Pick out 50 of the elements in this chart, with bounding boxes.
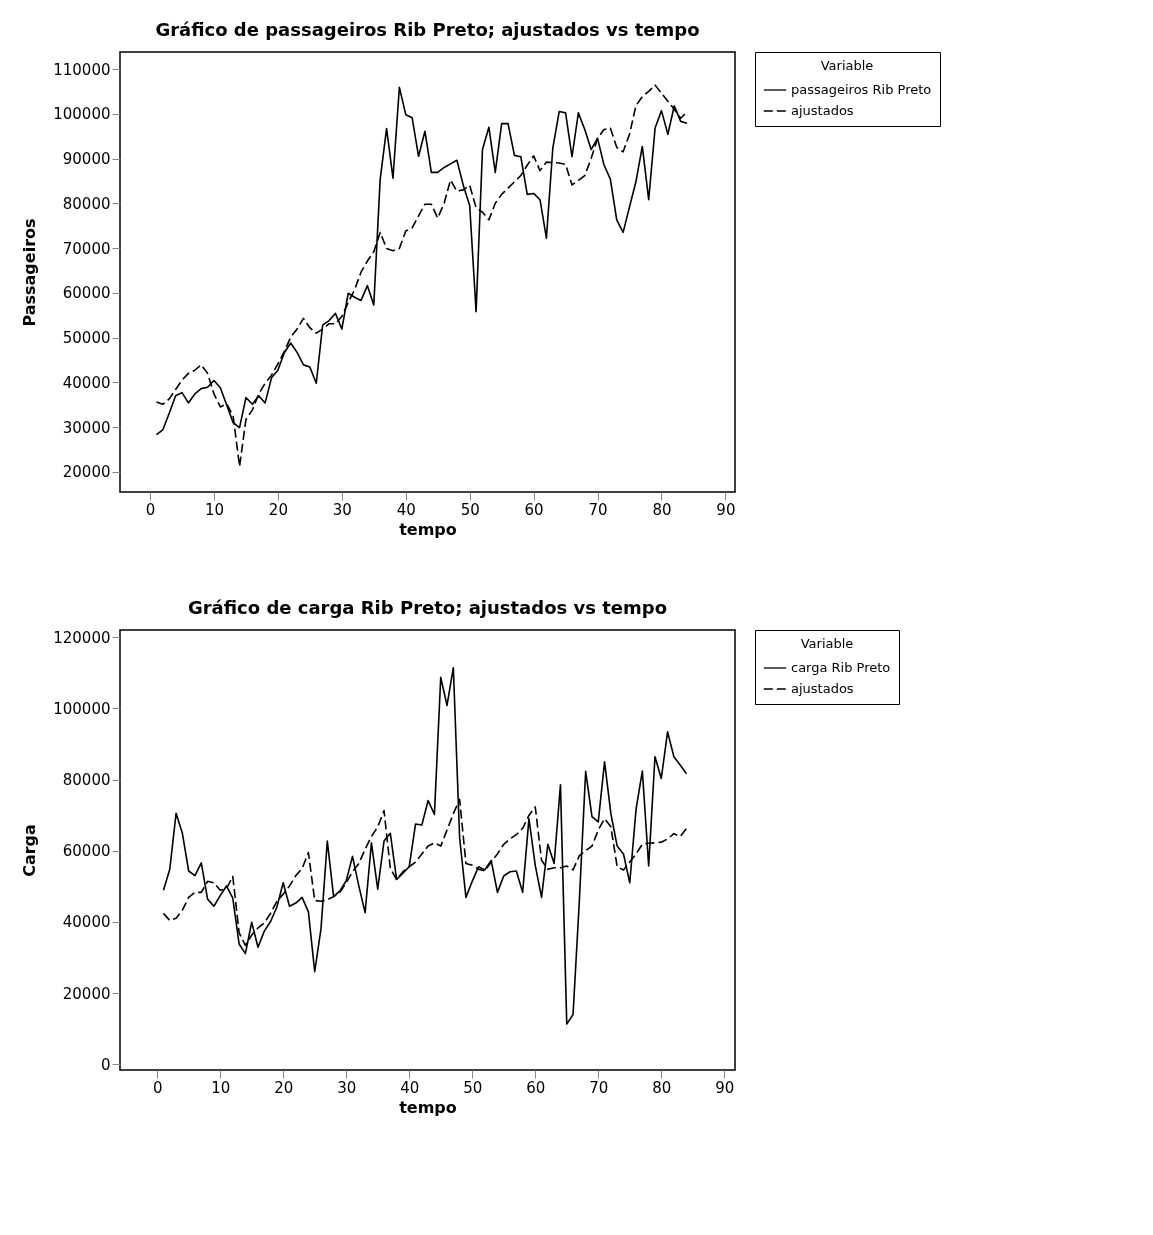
x-tick-label: 70 bbox=[589, 1078, 609, 1097]
y-tick-label: 40000 bbox=[62, 373, 111, 392]
x-tick-label: 10 bbox=[211, 1078, 231, 1097]
x-tick-label: 40 bbox=[396, 500, 416, 519]
y-tick-label: 60000 bbox=[62, 284, 111, 303]
x-tick-label: 50 bbox=[460, 500, 480, 519]
y-tick-label: 100000 bbox=[53, 105, 111, 124]
chart-title: Gráfico de carga Rib Preto; ajustados vs tempo bbox=[187, 596, 668, 618]
legend-title: Variable bbox=[800, 636, 854, 651]
y-tick-label: 80000 bbox=[62, 771, 111, 790]
x-axis-title: tempo bbox=[399, 1097, 457, 1117]
y-tick-label: 40000 bbox=[62, 913, 111, 932]
y-tick-label: 110000 bbox=[53, 60, 111, 79]
y-tick-label: 20000 bbox=[62, 463, 111, 482]
x-tick-label: 80 bbox=[652, 500, 672, 519]
legend-title: Variable bbox=[820, 58, 874, 73]
y-axis-title: Passageiros bbox=[20, 218, 40, 327]
legend-label: ajustados bbox=[791, 681, 854, 696]
y-tick-label: 90000 bbox=[62, 150, 111, 169]
legend-label: carga Rib Preto bbox=[791, 660, 891, 675]
x-tick-label: 60 bbox=[526, 1078, 546, 1097]
chart-title: Gráfico de passageiros Rib Preto; ajustados vs tempo bbox=[155, 18, 700, 40]
x-tick-label: 20 bbox=[274, 1078, 294, 1097]
y-tick-label: 60000 bbox=[62, 842, 111, 861]
y-tick-label: 100000 bbox=[53, 699, 111, 718]
line-series bbox=[162, 666, 688, 1025]
x-tick-label: 20 bbox=[268, 500, 288, 519]
x-axis-title: tempo bbox=[399, 519, 457, 539]
y-tick-label: 0 bbox=[100, 1055, 111, 1074]
x-tick-label: 90 bbox=[715, 1078, 735, 1097]
x-tick-label: 90 bbox=[716, 500, 736, 519]
x-tick-label: 30 bbox=[337, 1078, 357, 1097]
y-tick-label: 80000 bbox=[62, 194, 111, 213]
x-tick-label: 80 bbox=[652, 1078, 672, 1097]
y-tick-label: 50000 bbox=[62, 329, 111, 348]
y-tick-label: 70000 bbox=[62, 239, 111, 258]
x-tick-label: 40 bbox=[400, 1078, 420, 1097]
y-tick-label: 30000 bbox=[62, 418, 111, 437]
x-tick-label: 10 bbox=[204, 500, 225, 519]
y-tick-label: 20000 bbox=[62, 984, 111, 1003]
legend-label: passageiros Rib Preto bbox=[791, 82, 932, 97]
x-tick-label: 70 bbox=[588, 500, 608, 519]
x-tick-label: 0 bbox=[145, 500, 156, 519]
x-tick-label: 60 bbox=[524, 500, 544, 519]
legend-label: ajustados bbox=[791, 103, 854, 118]
y-tick-label: 120000 bbox=[53, 628, 111, 647]
x-tick-label: 0 bbox=[152, 1078, 163, 1097]
y-axis-title: Carga bbox=[20, 824, 40, 877]
x-tick-label: 30 bbox=[332, 500, 352, 519]
x-tick-label: 50 bbox=[463, 1078, 483, 1097]
